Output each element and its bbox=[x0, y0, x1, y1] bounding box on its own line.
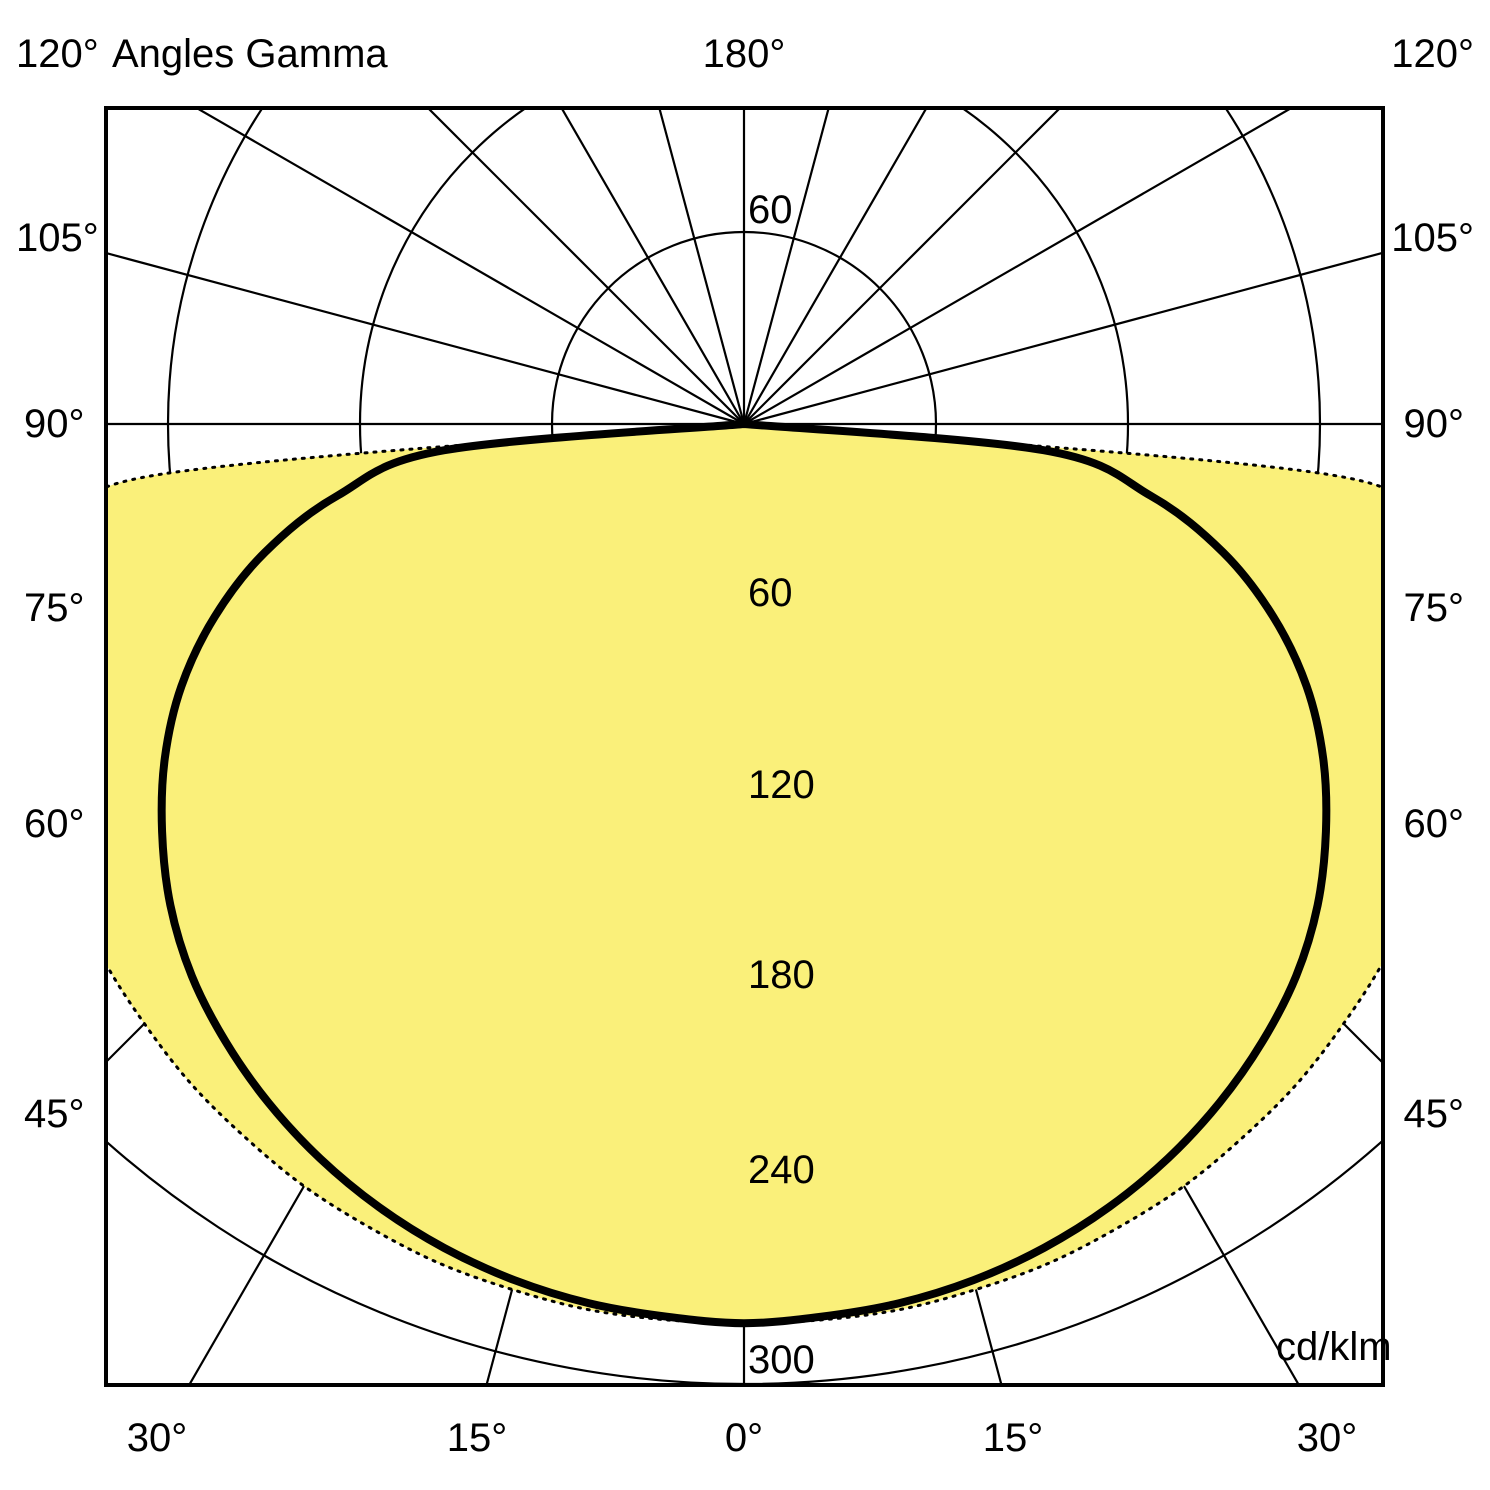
angle-label-right-45: 45° bbox=[1403, 1092, 1465, 1136]
angle-label-right-75: 75° bbox=[1403, 586, 1465, 630]
radial-label-300: 300 bbox=[748, 1338, 815, 1382]
angle-label-right-105: 105° bbox=[1391, 216, 1474, 260]
grid-ray-135 bbox=[743, 108, 1062, 425]
angle-label-left-60: 60° bbox=[24, 802, 85, 846]
plot-frame bbox=[104, 106, 1385, 1387]
grid-ray-255 bbox=[106, 251, 745, 426]
radial-label-120: 120 bbox=[748, 763, 815, 807]
angle-label-right-60: 60° bbox=[1403, 802, 1465, 846]
angle-label-bottom-30-left: 30° bbox=[126, 1416, 188, 1460]
distribution-curve-c0 bbox=[157, 420, 1331, 1328]
grid-ray-120 bbox=[743, 108, 1294, 425]
angle-label-top-180: 180° bbox=[702, 32, 786, 76]
angle-label-bottom-30-right: 30° bbox=[1296, 1416, 1358, 1460]
grid-ray-165 bbox=[742, 108, 830, 425]
radial-label-240: 240 bbox=[748, 1148, 815, 1192]
chart-title: Angles Gamma bbox=[112, 32, 388, 76]
grid-ray-240 bbox=[194, 108, 745, 425]
grid-ray-210 bbox=[560, 108, 745, 425]
radial-label-60-upper: 60 bbox=[748, 188, 793, 232]
angle-label-left-90: 90° bbox=[24, 402, 85, 446]
grid-ray-195 bbox=[658, 108, 746, 425]
grid-ray-225 bbox=[426, 108, 745, 425]
angle-label-left-105: 105° bbox=[16, 216, 99, 260]
radial-label-180: 180 bbox=[748, 953, 815, 997]
grid-ray-150 bbox=[743, 108, 928, 425]
distribution-fill bbox=[106, 424, 1383, 1324]
angle-label-left-45: 45° bbox=[24, 1092, 85, 1136]
angle-label-left-75: 75° bbox=[24, 586, 85, 630]
radial-label-60: 60 bbox=[748, 571, 793, 615]
unit-label: cd/klm bbox=[1276, 1325, 1392, 1369]
grid-ray-105 bbox=[743, 251, 1383, 426]
angle-label-right-120: 120° bbox=[1391, 32, 1474, 76]
angle-label-bottom-0: 0° bbox=[724, 1416, 764, 1460]
angle-label-bottom-15-left: 15° bbox=[446, 1416, 508, 1460]
angle-label-bottom-15-right: 15° bbox=[982, 1416, 1044, 1460]
angle-label-right-90: 90° bbox=[1403, 402, 1465, 446]
angle-label-left-120: 120° bbox=[16, 32, 99, 76]
